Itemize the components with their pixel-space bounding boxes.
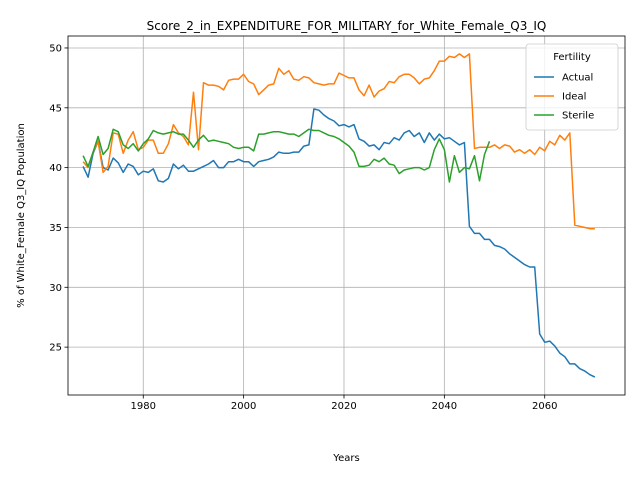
legend: Fertility Actual Ideal Sterile (525, 43, 619, 131)
legend-title: Fertility (553, 52, 591, 63)
legend-label-ideal: Ideal (562, 92, 586, 103)
y-tick-label: 30 (49, 283, 62, 294)
y-tick-label: 40 (49, 163, 62, 174)
x-axis-label: Years (332, 453, 359, 464)
y-tick-label: 25 (49, 343, 62, 354)
x-tick-label: 2040 (432, 401, 457, 412)
series-line-actual (82, 108, 596, 378)
plot-frame (67, 35, 626, 396)
legend-label-sterile: Sterile (562, 111, 594, 122)
x-tick-label: 1980 (131, 401, 156, 412)
series-line-ideal (82, 53, 595, 230)
x-tick-label: 2020 (331, 401, 356, 412)
y-tick-label: 45 (49, 103, 62, 114)
tick-layer: 1980 2000 2020 2040 2060 25 30 35 40 45 50 (49, 43, 557, 412)
chart-title: Score_2_in_EXPENDITURE_FOR_MILITARY_for_… (147, 19, 547, 33)
legend-label-actual: Actual (562, 73, 593, 84)
legend-box (525, 43, 619, 131)
x-tick-label: 2000 (231, 401, 256, 412)
y-tick-label: 50 (49, 43, 62, 54)
x-tick-label: 2060 (532, 401, 557, 412)
y-tick-label: 35 (49, 223, 62, 234)
legend-entries: Actual Ideal Sterile (534, 73, 594, 122)
series-layer (82, 53, 596, 378)
series-line-sterile (82, 128, 491, 183)
y-axis-label: % of White_Female Q3_IQ Population (16, 123, 27, 308)
